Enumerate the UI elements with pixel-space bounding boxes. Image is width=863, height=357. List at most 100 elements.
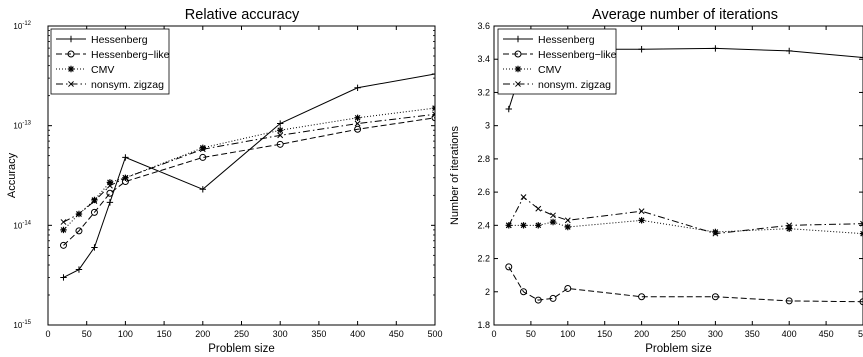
legend-marker [514,35,522,43]
x-tick-label: 100 [118,329,133,339]
data-point [505,263,513,271]
data-point [431,104,435,112]
legend-marker [67,35,75,43]
data-point [860,220,863,227]
y-tick-label: 3.2 [477,87,490,97]
data-point [199,144,206,151]
data-point [122,154,129,161]
legend-marker [514,50,522,58]
data-point [91,196,98,204]
y-tick-label: 10-14 [13,220,31,230]
x-axis-label: Problem size [208,343,274,355]
y-tick-label: 2.6 [477,187,490,197]
accuracy-chart: Relative accuracy 0 50 100 150 200 250 300 350 40… [6,7,443,355]
data-point [199,153,207,161]
x-axis: 0 50 100 150 200 250 300 350 400 450 50 Problem siz… [491,26,863,355]
y-tick-label: 3 [485,121,490,131]
series-line [508,266,863,303]
legend-label: Hessenberg−like [538,49,617,61]
series-group [59,70,435,281]
y-tick-label: 2.8 [477,154,490,164]
legend-marker [67,50,75,58]
y-axis: 1.8 2 2.2 2.4 2.6 2.8 3 3.2 3.4 3.6 Number of iter… [449,21,863,330]
legend-label: Hessenberg−like [91,49,170,61]
data-point [534,296,542,304]
data-point [199,146,206,153]
x-tick-label: 350 [745,329,760,339]
legend-marker [67,65,75,73]
data-point [354,120,361,127]
data-point [564,217,571,224]
y-tick-label: 3.6 [477,21,490,31]
data-point [276,140,284,148]
legend: Hessenberg Hessenberg−like CMV nonsym. zigz… [497,28,617,95]
data-point [91,198,98,205]
data-point [431,70,435,78]
data-point [60,274,67,281]
data-point [354,84,361,91]
data-point [535,222,542,229]
data-point [60,226,67,234]
x-tick-label: 50 [82,329,92,339]
data-point [712,230,719,237]
legend-label: CMV [91,64,114,76]
legend-marker [68,81,74,87]
data-point [711,293,719,301]
data-point [59,241,67,249]
data-point [550,212,556,219]
x-tick-label: 150 [157,329,172,339]
data-point [60,219,67,225]
x-tick-label: 100 [560,329,575,339]
data-point [520,222,527,229]
data-point [432,111,435,118]
data-point [199,186,206,193]
series-line [63,113,435,223]
y-tick-label: 2 [485,287,490,297]
y-axis-label: Accuracy [6,152,18,198]
x-tick-label: 250 [234,329,249,339]
series-cmv [505,217,863,237]
series-cmv [60,104,435,234]
data-point [75,227,83,235]
x-tick-label: 400 [350,329,365,339]
y-tick-label: 2.4 [477,220,490,230]
data-point [277,132,284,139]
data-point [106,179,114,186]
series-line [63,117,435,246]
data-point [638,46,645,53]
series-hessenberg-like [505,263,863,306]
data-point [786,47,793,55]
x-tick-label: 200 [634,329,649,339]
x-axis-label: Problem size [645,343,711,355]
data-point [859,298,863,306]
x-tick-label: 500 [427,329,442,339]
data-point [106,189,114,197]
legend-label: Hessenberg [91,34,148,46]
y-tick-label: 10-12 [13,21,31,31]
y-tick-label: 3.4 [477,54,490,64]
data-point [354,125,362,133]
series-line [63,107,435,231]
data-point [564,223,571,231]
data-point [535,205,542,212]
data-point [277,120,284,127]
x-tick-label: 250 [671,329,686,339]
data-point [75,266,83,273]
chart-title: Average number of iterations [592,7,778,23]
chart-title: Relative accuracy [185,7,300,23]
legend-marker [514,65,522,73]
x-tick-label: 50 [858,329,863,339]
data-point [549,218,557,226]
iterations-chart: Average number of iterations 0 50 100 150 200… [449,7,863,355]
data-point [520,288,528,296]
x-tick-label: 400 [782,329,797,339]
y-axis: 10-15 10-14 10-13 10-12 Accuracy [6,21,435,330]
data-point [122,174,129,181]
data-point [712,45,719,52]
x-tick-label: 350 [311,329,326,339]
x-axis: 0 50 100 150 200 250 300 350 400 450 500 Problem si… [45,26,443,355]
x-tick-label: 300 [708,329,723,339]
legend-label: Hessenberg [538,34,595,46]
data-point [638,293,646,301]
